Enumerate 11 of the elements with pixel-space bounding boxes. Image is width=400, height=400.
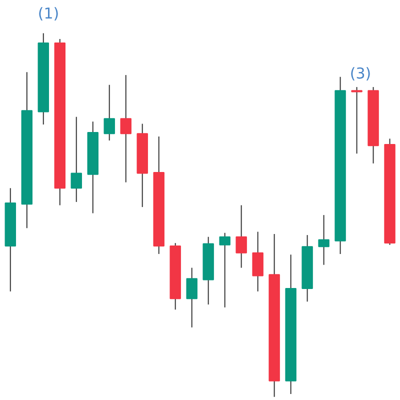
annotation: (3) xyxy=(350,64,372,82)
candlestick xyxy=(236,204,247,268)
candlestick xyxy=(219,232,230,308)
candlestick xyxy=(351,86,362,154)
candlestick xyxy=(120,74,132,183)
candlestick xyxy=(104,84,115,141)
candlestick xyxy=(252,231,264,292)
candlestick xyxy=(318,214,330,266)
candlestick xyxy=(70,116,82,202)
candlestick xyxy=(186,267,198,328)
text: (1) xyxy=(38,4,60,22)
